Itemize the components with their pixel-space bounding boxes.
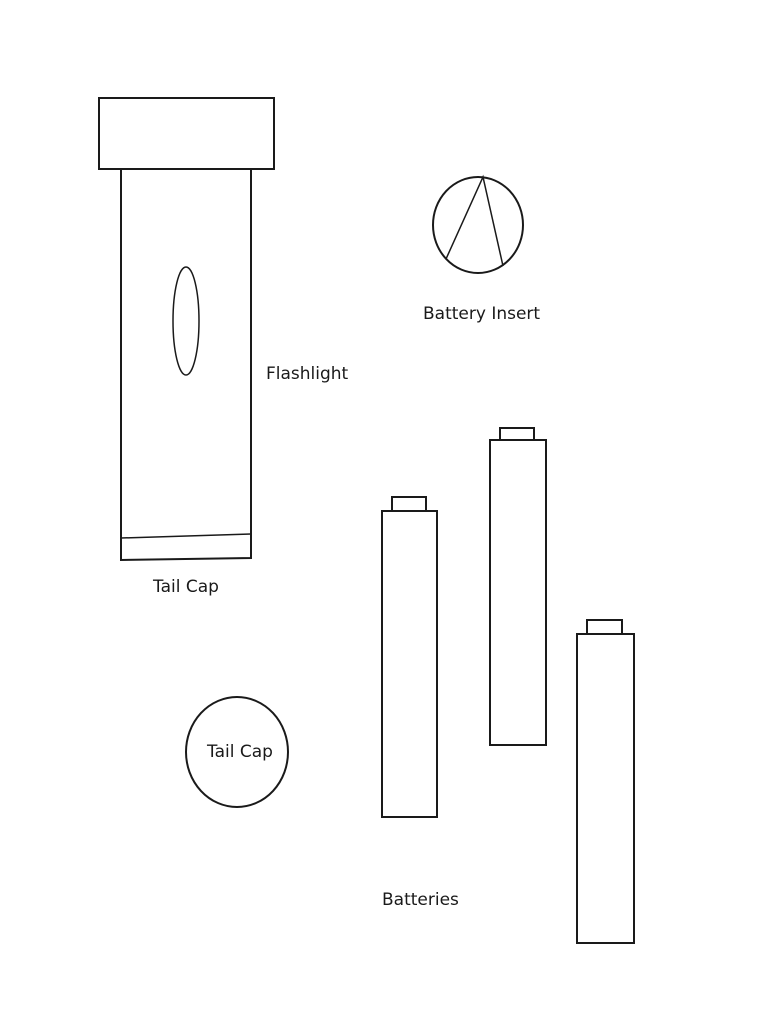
flashlight-tail-cap-line bbox=[120, 533, 252, 539]
flashlight-head bbox=[98, 97, 275, 170]
flashlight bbox=[98, 97, 275, 562]
tail-cap-piece-label: Tail Cap bbox=[206, 742, 273, 762]
tail-cap-piece bbox=[185, 696, 289, 808]
tail-cap-body-label: Tail Cap bbox=[152, 577, 219, 597]
flashlight-label: Flashlight bbox=[266, 364, 349, 384]
battery-insert-circle bbox=[432, 176, 524, 274]
battery-insert-label: Battery Insert bbox=[423, 304, 540, 324]
battery-insert-spring bbox=[445, 174, 504, 267]
battery-1-body bbox=[381, 510, 438, 818]
flashlight-switch-window bbox=[172, 266, 200, 376]
battery-2-body bbox=[489, 439, 547, 746]
flashlight-body bbox=[120, 168, 252, 562]
battery-3-body bbox=[576, 633, 635, 944]
battery-2-terminal bbox=[499, 427, 535, 441]
battery-1-terminal bbox=[391, 496, 427, 512]
battery-1 bbox=[381, 496, 438, 818]
batteries-label: Batteries bbox=[382, 890, 459, 910]
battery-3-terminal bbox=[586, 619, 623, 635]
battery-insert bbox=[432, 174, 524, 274]
battery-3 bbox=[576, 619, 635, 944]
battery-2 bbox=[489, 427, 547, 746]
